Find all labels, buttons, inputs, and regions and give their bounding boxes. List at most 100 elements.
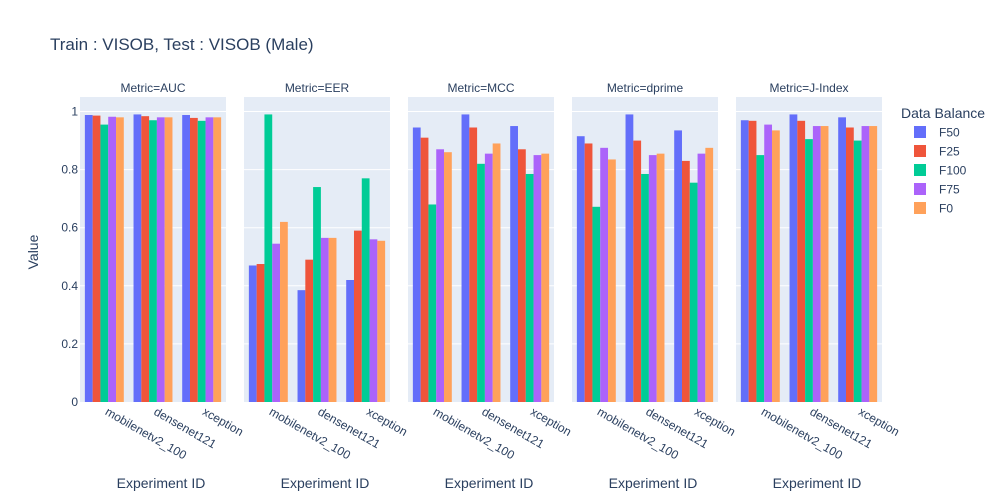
bar [133,114,142,402]
bar [756,155,765,402]
bar [797,120,806,403]
bar [328,237,337,402]
bar [361,178,370,402]
bar [141,116,150,403]
bar [320,237,329,402]
legend-label: F50 [939,126,960,140]
legend-label: F25 [939,145,960,159]
bar [164,117,173,402]
bar [592,206,601,402]
bar [264,114,273,402]
bar [256,264,265,402]
bar [313,187,321,402]
facet-title: Metric=MCC [447,81,514,95]
bar [305,259,314,402]
bar [533,155,542,402]
bar [845,127,854,402]
bar [740,120,749,402]
bar [608,159,616,402]
y-tick-label: 0.2 [61,337,78,351]
bar [789,114,798,402]
x-tick-label: mobilenetv2_100 [267,404,353,462]
bar [853,140,862,403]
bar [444,152,452,402]
facet-panel: Metric=AUCmobilenetv2_100densenet121xcep… [80,81,246,491]
bar [584,143,593,402]
bar [689,182,698,402]
facet-title: Metric=J-Index [769,81,848,95]
x-axis-title: Experiment ID [281,475,370,491]
facet-panel: Metric=MCCmobilenetv2_100densenet121xcep… [408,81,574,491]
bar [100,124,109,402]
bar [197,120,206,403]
bar [625,114,634,402]
bar [525,173,534,402]
bar [156,117,165,402]
x-axis-title: Experiment ID [445,475,534,491]
x-tick-label: mobilenetv2_100 [595,404,681,462]
bar [656,153,665,402]
bar [92,115,101,402]
bar [353,230,362,402]
bar [182,115,190,402]
legend-swatch [914,164,926,176]
y-axis-title: Value [25,234,41,269]
bar [838,117,846,402]
bar [461,114,470,402]
bar [576,136,585,402]
legend-title: Data Balance [901,105,985,121]
facet-title: Metric=dprime [607,81,684,95]
facet-title: Metric=EER [285,81,350,95]
bar [648,155,657,402]
legend-swatch [914,126,926,138]
bar [674,130,682,402]
bar [861,126,870,403]
bar [428,204,437,402]
bar [869,126,878,403]
bar [469,127,478,402]
legend: Data Balance F50 F25 F100 F75 F0 [901,105,985,216]
bar [436,149,445,402]
bar [108,116,117,402]
bar [641,173,649,402]
bar [377,240,386,402]
y-tick-label: 1 [71,105,78,119]
y-tick-label: 0.4 [61,279,78,293]
bar [681,160,690,402]
bar [213,117,222,402]
bar [369,239,378,402]
chart-title: Train : VISOB, Test : VISOB (Male) [50,35,314,54]
bar [820,126,829,403]
bar [116,117,124,402]
x-axis-title: Experiment ID [117,475,206,491]
legend-label: F0 [939,202,953,216]
bar [297,290,306,402]
bar [748,120,757,403]
x-tick-label: mobilenetv2_100 [103,404,189,462]
bar [772,130,780,402]
x-axis-title: Experiment ID [609,475,698,491]
x-axis-title: Experiment ID [773,475,862,491]
bar [805,139,813,402]
bar [812,126,821,403]
y-tick-label: 0 [71,395,78,409]
bar [346,280,354,402]
facet-panel: Metric=EERmobilenetv2_100densenet121xcep… [244,81,410,491]
x-tick-label: mobilenetv2_100 [759,404,845,462]
facet-title: Metric=AUC [120,81,185,95]
y-tick-label: 0.8 [61,163,78,177]
legend-label: F100 [939,164,967,178]
bar [492,143,501,402]
bar [189,117,198,403]
bar [477,163,485,402]
legend-swatch [914,145,926,157]
bar [149,120,157,402]
y-tick-label: 0.6 [61,221,78,235]
bar [633,140,642,403]
bar [517,149,526,402]
bar [510,126,518,403]
bar [705,147,714,402]
legend-swatch [914,183,926,195]
